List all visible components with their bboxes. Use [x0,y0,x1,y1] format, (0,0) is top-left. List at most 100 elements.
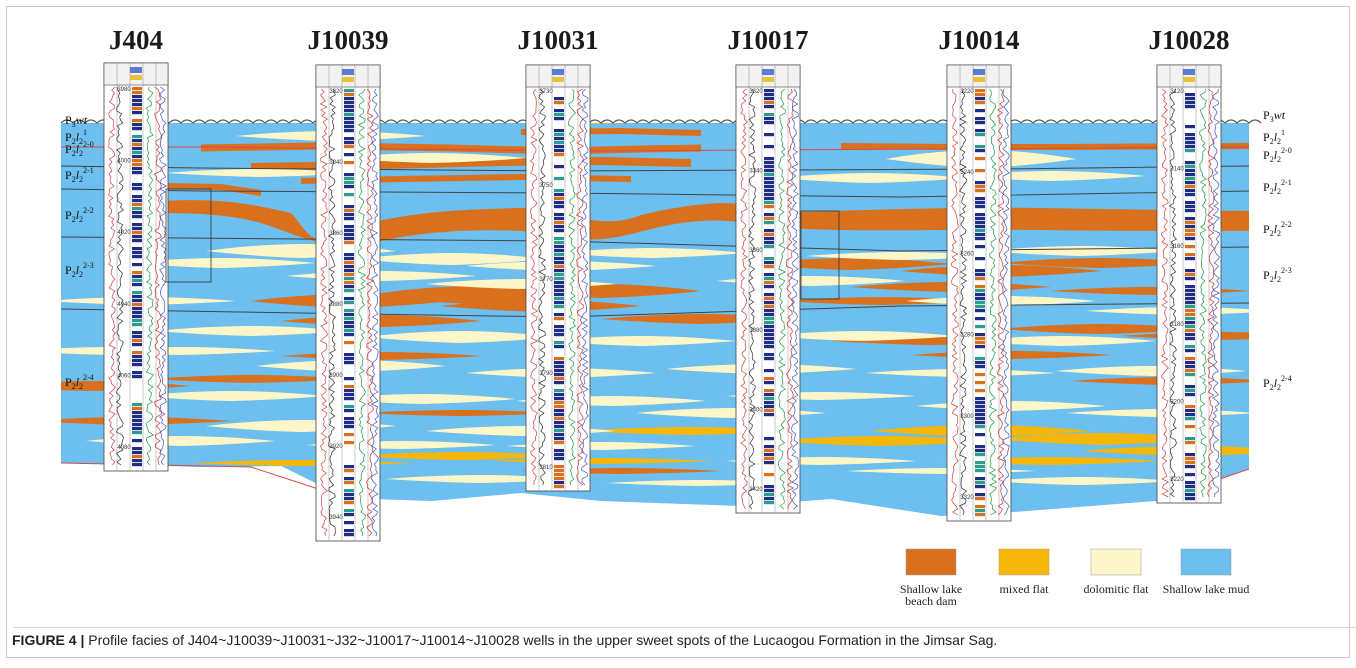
log-curve [581,88,589,486]
lithology-layer [344,437,354,441]
lithology-layer [975,329,985,333]
lithology-layer [1185,241,1195,245]
depth-label: 4060 [117,373,131,379]
lithology-layer [132,231,142,235]
legend-label: mixed flat [1000,582,1050,596]
lithology-layer [344,145,354,149]
lithology-layer [344,165,354,169]
unit-sub: 2 [79,215,83,224]
lithology-layer [344,301,354,305]
lithology-layer [132,355,142,359]
lithology-layer [132,383,142,387]
lithology-layer [344,201,354,205]
depth-label: 3820 [329,89,343,95]
unit-label-right: P2l22-3 [1263,266,1292,284]
depth-label: 3420 [749,487,763,493]
lithology-layer [132,191,142,195]
lithology-layer [764,193,774,197]
unit-sub: 2 [72,149,76,158]
lithology-layer [344,225,354,229]
lithology-layer [1185,417,1195,421]
depth-label: 3320 [960,495,974,501]
lithology-layer [132,419,142,423]
log-curve [115,86,124,466]
lithology-layer [132,219,142,223]
header-swatch [1183,69,1195,75]
dolomitic-flat-lens [126,258,316,268]
unit-sub: 2 [1270,383,1274,392]
lithology-layer [975,93,985,97]
lithology-layer [1185,361,1195,365]
lithology-layer [132,207,142,211]
lithology-layer [1185,369,1195,373]
lithology-layer [1185,141,1195,145]
lithology-layer [344,409,354,413]
depth-label: 3160 [1170,244,1184,250]
lithology-layer [132,347,142,351]
lithology-layer [1185,197,1195,201]
lithology-layer [1185,101,1195,105]
unit-sub: 2 [79,149,83,158]
dolomitic-flat-lens [766,331,956,341]
lithology-layer [554,209,564,213]
lithology-layer [344,333,354,337]
lithology-layer [344,273,354,277]
lithology-layer [764,421,774,425]
lithology-layer [344,421,354,425]
lithology-layer [554,477,564,481]
lithology-layer [764,441,774,445]
lithology-layer [554,301,564,305]
lithology-layer [975,229,985,233]
lithology-layer [764,133,774,137]
lithology-layer [764,469,774,473]
lithology-layer [975,237,985,241]
legend-item: mixed flat [998,548,1050,596]
lithology-layer [764,289,774,293]
lithology-layer [764,473,774,477]
lithology-layer [554,169,564,173]
lithology-layer [554,229,564,233]
lithology-layer [764,397,774,401]
lithology-layer [132,139,142,143]
lithology-layer [975,105,985,109]
lithology-layer [554,185,564,189]
lithology-layer [764,189,774,193]
unit-sup: 2-0 [1281,146,1292,155]
lithology-layer [975,465,985,469]
lithology-layer [764,417,774,421]
depth-label: 3220 [960,89,974,95]
lithology-layer [1185,485,1195,489]
log-curve [1198,88,1207,498]
unit-base: P [65,208,72,222]
header-swatch [342,69,354,75]
unit-base: P [65,113,72,127]
unit-formation: l [76,375,80,389]
lithology-layer [554,205,564,209]
lithology-layer [132,155,142,159]
figure-frame: J404 3980 4000 4020 4040 4060 4080 J10039 3820 38… [6,6,1356,658]
lithology-layer [132,199,142,203]
depth-label: 3730 [539,89,553,95]
lithology-layer [975,473,985,477]
lithology-layer [1185,97,1195,101]
unit-sub: 2 [1270,137,1274,146]
lithology-layer [764,413,774,417]
log-curve [1211,88,1221,498]
lithology-layer [764,393,774,397]
lithology-layer [764,173,774,177]
unit-sup: 2-0 [83,140,94,149]
lithology-layer [975,221,985,225]
lithology-layer [132,451,142,455]
unit-formation: wt [1274,108,1286,122]
lithology-layer [975,141,985,145]
lithology-layer [975,461,985,465]
lithology-layer [554,441,564,445]
log-curve [158,86,168,466]
lithology-layer [764,169,774,173]
lithology-layer [1185,213,1195,217]
lithology-layer [975,365,985,369]
lithology-layer [344,493,354,497]
lithology-layer [554,417,564,421]
lithology-layer [344,377,354,381]
